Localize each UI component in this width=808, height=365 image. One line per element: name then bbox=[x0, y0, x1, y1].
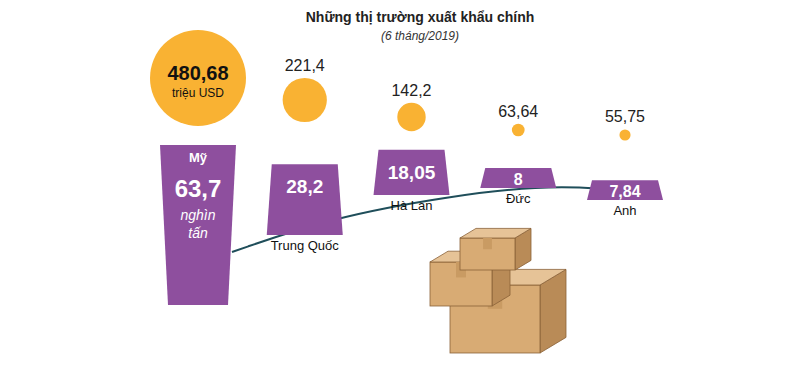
bar bbox=[587, 180, 663, 200]
bubble-value-label: 142,2 bbox=[391, 82, 431, 99]
bubble-value-label: 55,75 bbox=[605, 108, 645, 125]
bar bbox=[267, 164, 343, 235]
bar-value-label: 7,84 bbox=[609, 183, 640, 200]
bubble bbox=[619, 129, 630, 140]
bubble bbox=[283, 78, 327, 122]
bar-value-label: 8 bbox=[514, 171, 523, 188]
bar-value-label: 18,05 bbox=[388, 162, 436, 183]
box-tape bbox=[483, 238, 492, 249]
bubble bbox=[397, 103, 425, 131]
category-label: Trung Quốc bbox=[271, 238, 340, 253]
bubble bbox=[512, 124, 525, 137]
bar bbox=[160, 145, 236, 305]
chart-svg: Những thị trường xuất khẩu chính (6 tháng… bbox=[0, 0, 808, 365]
bubble-value-label: 63,64 bbox=[498, 103, 538, 120]
title: Những thị trường xuất khẩu chính bbox=[306, 9, 535, 25]
bar-unit-label: nghìntấn bbox=[180, 207, 215, 241]
boxes-icon bbox=[430, 228, 566, 353]
marks bbox=[150, 30, 663, 305]
category-label: Mỹ bbox=[189, 150, 208, 165]
bar-value-label: 28,2 bbox=[286, 176, 323, 197]
labels: 480,68 triệu USD 221,4 142,2 63,64 55,75 Mỹ 63,… bbox=[167, 57, 645, 253]
bubble-value-label: 221,4 bbox=[285, 57, 325, 74]
box-front bbox=[460, 238, 515, 270]
category-label: Đức bbox=[506, 191, 531, 206]
category-label: Hà Lan bbox=[391, 198, 433, 213]
bar bbox=[374, 150, 450, 195]
bar bbox=[480, 168, 556, 188]
bubble-unit-label: triệu USD bbox=[172, 86, 224, 100]
category-label: Anh bbox=[613, 203, 636, 218]
bubble-value-label: 480,68 bbox=[167, 62, 228, 84]
bar-value-label: 63,7 bbox=[175, 175, 222, 202]
subtitle: (6 tháng/2019) bbox=[381, 29, 459, 43]
box-top bbox=[460, 228, 531, 238]
bubble bbox=[150, 30, 246, 126]
